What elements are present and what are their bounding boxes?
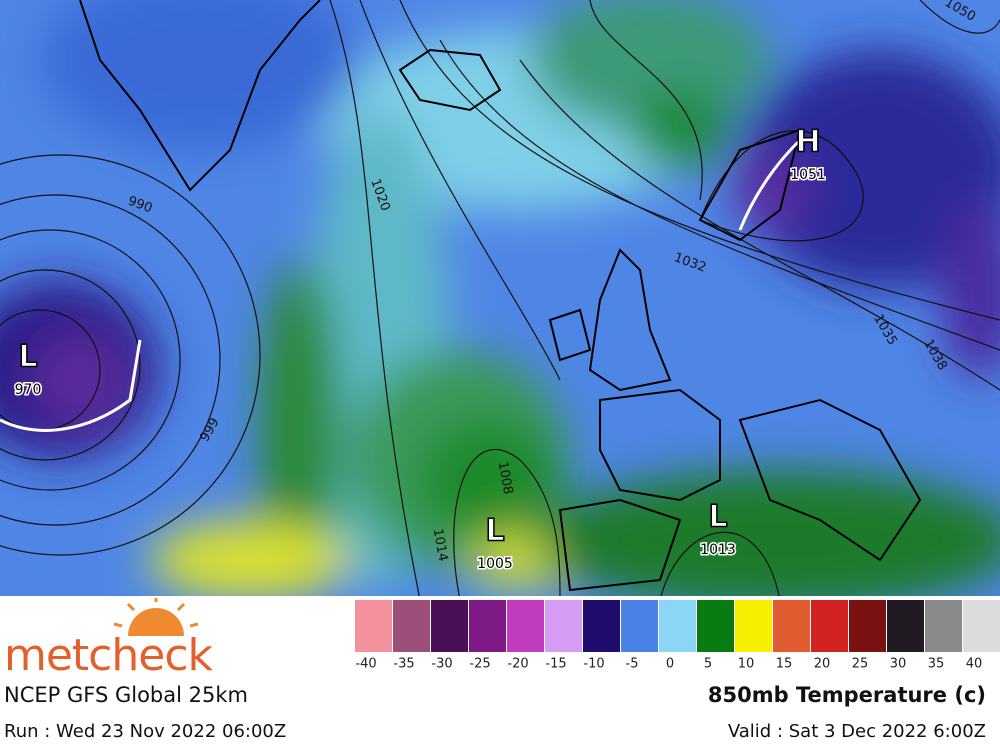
legend-swatch [583, 600, 620, 652]
legend-label: -10 [583, 657, 604, 672]
legend-swatch [849, 600, 886, 652]
pressure-center-value: 1051 [790, 167, 826, 183]
legend-swatch [963, 600, 1000, 652]
pressure-center-value: 970 [15, 382, 42, 398]
weather-map: L970L1005L1013H1051990999102010081014103… [0, 0, 1000, 596]
legend-label: -40 [355, 657, 376, 672]
pressure-center-symbol: H [795, 125, 820, 160]
legend-swatch [773, 600, 810, 652]
logo: metcheck [4, 630, 213, 681]
legend-label: 25 [852, 657, 869, 672]
legend-label: 20 [814, 657, 831, 672]
legend-swatch [545, 600, 582, 652]
legend-swatch [393, 600, 430, 652]
legend-swatch [925, 600, 962, 652]
model-name: NCEP GFS Global 25km [4, 683, 248, 707]
isobar-label: 1008 [495, 460, 516, 495]
field-name: 850mb Temperature (c) [707, 683, 986, 707]
legend-swatch [659, 600, 696, 652]
legend-label: -5 [626, 657, 639, 672]
legend-label: 5 [704, 657, 712, 672]
footer: -40 -35 -30 -25 -20 -15 -10 -5 0 5 10 15 20 25 30 35 40 [0, 596, 1000, 749]
legend-label: 30 [890, 657, 907, 672]
legend-swatch [469, 600, 506, 652]
logo-sun [113, 598, 199, 636]
legend-swatch [431, 600, 468, 652]
legend-swatch [811, 600, 848, 652]
pressure-center-value: 1005 [477, 556, 513, 572]
legend-label: 10 [738, 657, 755, 672]
legend-label: -15 [545, 657, 566, 672]
legend-label: 0 [666, 657, 674, 672]
run-time: Run : Wed 23 Nov 2022 06:00Z [4, 721, 287, 742]
legend-label: -25 [469, 657, 490, 672]
legend-swatch [697, 600, 734, 652]
legend-swatch [507, 600, 544, 652]
pressure-center-symbol: L [708, 500, 727, 535]
isobar-label: 1014 [430, 527, 451, 562]
legend-swatch [887, 600, 924, 652]
legend-label: 40 [966, 657, 983, 672]
legend-label: 35 [928, 657, 945, 672]
pressure-center-symbol: L [485, 514, 504, 549]
legend-label: -20 [507, 657, 528, 672]
legend-label: -30 [431, 657, 452, 672]
pressure-center-symbol: L [18, 340, 37, 375]
pressure-center-value: 1013 [700, 542, 736, 558]
legend-label: 15 [776, 657, 793, 672]
legend-swatch [355, 600, 392, 652]
legend-swatch [735, 600, 772, 652]
legend-label: -35 [393, 657, 414, 672]
legend-swatch [621, 600, 658, 652]
valid-time: Valid : Sat 3 Dec 2022 6:00Z [727, 721, 986, 742]
